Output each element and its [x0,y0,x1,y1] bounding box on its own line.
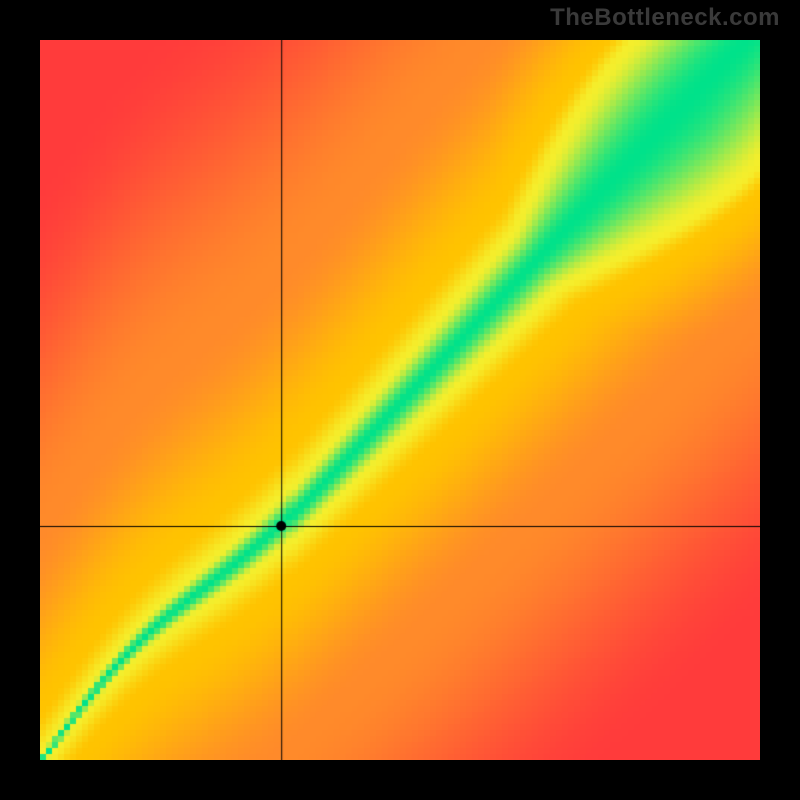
chart-frame: TheBottleneck.com [0,0,800,800]
watermark-text: TheBottleneck.com [550,4,780,32]
bottleneck-heatmap [40,40,760,760]
